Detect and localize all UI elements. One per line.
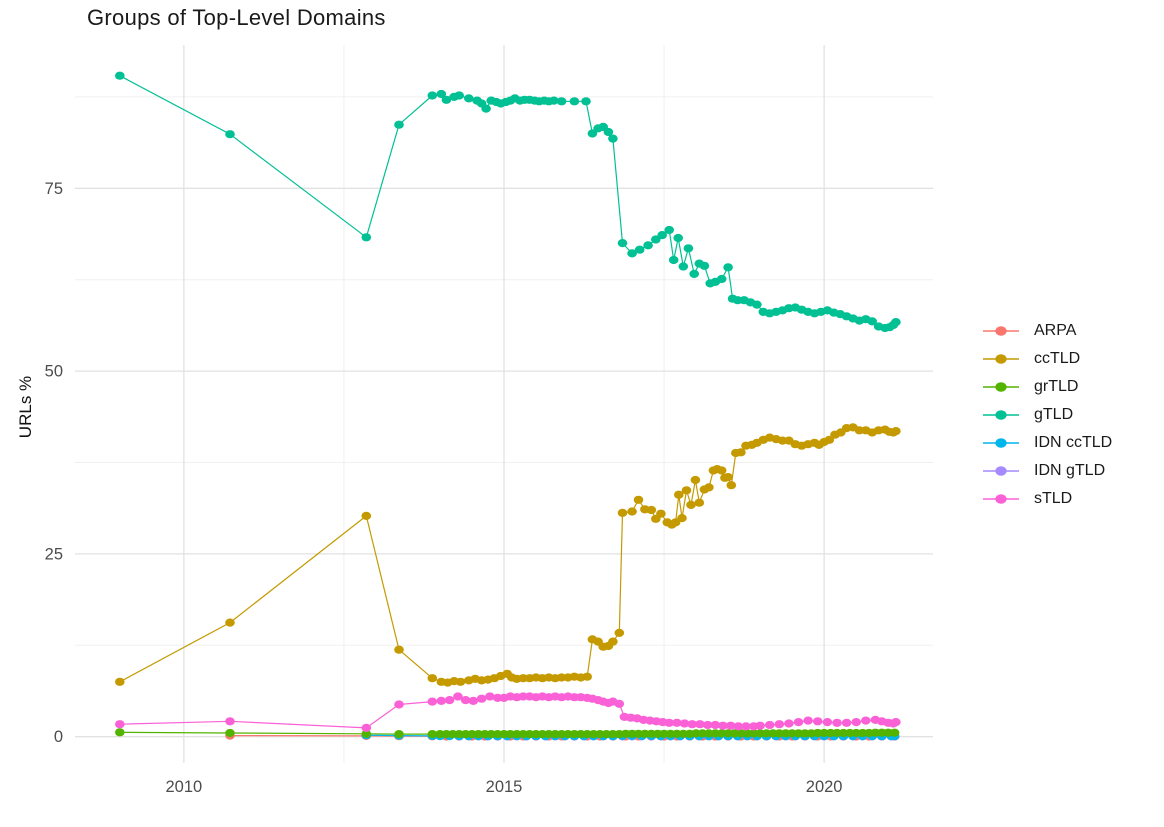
legend-item-label: IDN gTLD (1034, 462, 1106, 479)
legend-item-ccTLD: ccTLD (982, 348, 1112, 370)
chart-title: Groups of Top-Level Domains (87, 5, 386, 30)
legend-item-label: grTLD (1034, 378, 1079, 395)
legend-item-gTLD: gTLD (982, 404, 1112, 426)
svg-text:2020: 2020 (806, 778, 843, 796)
svg-text:0: 0 (54, 728, 63, 746)
legend-item-IDN-ccTLD: IDN ccTLD (982, 432, 1112, 454)
legend-key-icon (983, 382, 1019, 392)
svg-text:2010: 2010 (165, 778, 202, 796)
series-ccTLD (115, 423, 901, 687)
legend-key-icon (983, 494, 1019, 504)
legend-item-IDN-gTLD: IDN gTLD (982, 460, 1112, 482)
legend-key-icon (983, 438, 1019, 448)
legend-item-label: ccTLD (1034, 350, 1081, 367)
svg-text:75: 75 (45, 180, 63, 198)
y-axis-title: URLs % (16, 375, 35, 439)
legend-item-label: gTLD (1034, 406, 1074, 423)
legend-item-label: sTLD (1034, 490, 1073, 507)
legend: ARPA ccTLD grTLD gTLD IDN ccTLD IDN gTLD sTLD (982, 320, 1112, 510)
series-gTLD (115, 71, 901, 333)
legend-item-ARPA: ARPA (982, 320, 1112, 342)
legend-key-icon (983, 410, 1019, 420)
legend-item-label: IDN ccTLD (1034, 434, 1113, 451)
series-sTLD (115, 692, 901, 733)
legend-item-label: ARPA (1034, 322, 1077, 339)
x-axis-labels: 2010 2015 2020 (165, 778, 842, 796)
legend-key-icon (983, 354, 1019, 364)
svg-text:25: 25 (45, 545, 63, 563)
legend-item-grTLD: grTLD (982, 376, 1112, 398)
y-axis-labels: 0 25 50 75 (45, 180, 63, 746)
legend-key-icon (983, 466, 1019, 476)
gridlines (75, 45, 933, 763)
legend-key-icon (983, 326, 1019, 336)
series-grTLD (115, 728, 900, 739)
legend-item-sTLD: sTLD (982, 488, 1112, 510)
svg-text:2015: 2015 (486, 778, 523, 796)
svg-text:50: 50 (45, 363, 63, 381)
